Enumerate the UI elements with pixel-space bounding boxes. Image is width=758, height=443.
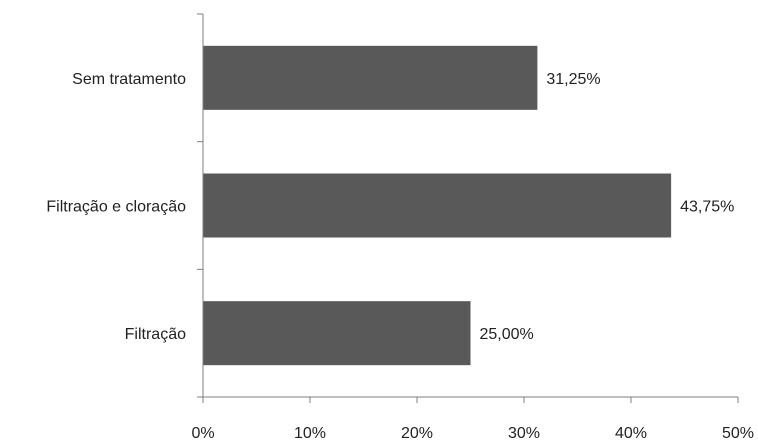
category-label: Filtração bbox=[125, 326, 186, 343]
x-tick-label: 30% bbox=[508, 425, 540, 442]
bar bbox=[203, 173, 672, 238]
category-label: Sem tratamento bbox=[72, 71, 186, 88]
category-label: Filtração e cloração bbox=[46, 199, 186, 216]
x-tick-label: 50% bbox=[722, 425, 754, 442]
bar bbox=[203, 45, 538, 110]
plot-area: Sem tratamento 31,25% Filtração e cloração… bbox=[46, 13, 754, 442]
x-tick-label: 10% bbox=[294, 425, 326, 442]
x-tick-label: 20% bbox=[401, 425, 433, 442]
data-label: 43,75% bbox=[680, 199, 734, 216]
x-tick-label: 0% bbox=[191, 425, 214, 442]
x-tick-label: 40% bbox=[615, 425, 647, 442]
data-label: 25,00% bbox=[480, 326, 534, 343]
bar bbox=[203, 301, 471, 366]
data-label: 31,25% bbox=[546, 71, 600, 88]
